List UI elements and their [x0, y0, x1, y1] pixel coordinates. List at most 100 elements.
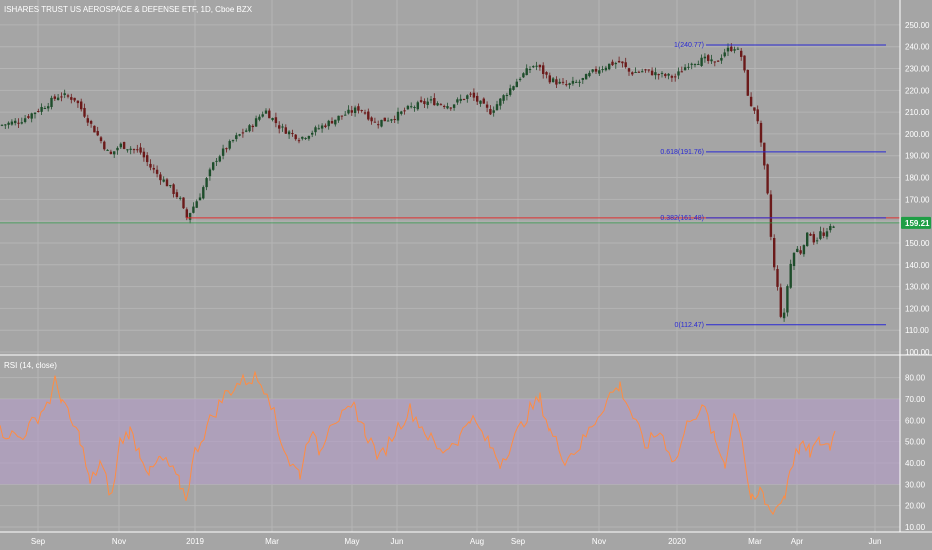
candle-body — [568, 83, 571, 85]
candle-body — [472, 92, 476, 98]
candle-body — [304, 137, 307, 139]
candle-body — [142, 151, 146, 158]
candle-body — [674, 76, 677, 78]
candle-body — [654, 72, 657, 76]
candle-body — [423, 101, 426, 105]
price-tick: 240.00 — [905, 43, 930, 52]
candle-body — [730, 46, 733, 51]
candle-body — [601, 69, 604, 71]
candle-body — [545, 72, 548, 75]
candle-body — [33, 112, 37, 115]
candle-body — [367, 111, 370, 120]
candle-body — [347, 109, 350, 114]
candle-body — [736, 48, 740, 50]
price-tick: 200.00 — [905, 130, 930, 139]
candle-body — [581, 78, 584, 80]
candle-body — [109, 151, 113, 154]
candle-body — [162, 179, 165, 182]
candle-body — [641, 71, 644, 73]
candle-body — [832, 226, 835, 228]
candle-body — [716, 60, 720, 62]
candle-body — [644, 69, 647, 71]
candle-body — [63, 93, 66, 96]
candle-body — [756, 109, 759, 122]
candle-body — [23, 118, 27, 123]
rsi-tick: 30.00 — [905, 480, 926, 489]
candle-body — [185, 209, 188, 218]
candle-body — [274, 117, 278, 124]
candle-body — [165, 179, 169, 187]
time-axis[interactable]: Sep Nov 2019 Mar May Jun Aug Sep Nov 2020 Mar Apr Ju… — [31, 537, 882, 546]
candle-body — [413, 107, 416, 109]
candle-body — [565, 84, 568, 86]
candle-body — [106, 149, 109, 151]
candle-body — [650, 70, 654, 76]
candle-body — [245, 130, 248, 132]
candle-body — [647, 69, 650, 71]
candle-body — [538, 64, 542, 68]
candle-body — [505, 94, 509, 97]
rsi-axis[interactable]: 80.00 70.00 60.00 50.00 40.00 30.00 20.00 10.00 — [905, 374, 926, 532]
candle-body — [126, 149, 129, 151]
candle-body — [172, 184, 175, 194]
candle-body — [228, 141, 231, 149]
candle-body — [812, 234, 815, 243]
candle-body — [235, 135, 238, 140]
candle-body — [261, 114, 264, 117]
candle-body — [608, 63, 611, 70]
candle-body — [495, 104, 499, 111]
candle-body — [357, 106, 360, 111]
time-tick: Sep — [511, 537, 526, 546]
candle-body — [169, 185, 172, 187]
candle-body — [789, 263, 792, 288]
candle-body — [535, 65, 538, 67]
candle-body — [786, 286, 789, 313]
candle-body — [532, 66, 535, 68]
rsi-title: RSI (14, close) — [4, 361, 57, 370]
candle-body — [334, 119, 337, 125]
candle-body — [40, 106, 43, 112]
candle-body — [47, 106, 50, 109]
candle-body — [466, 95, 469, 99]
candle-body — [683, 67, 687, 71]
candle-body — [796, 248, 799, 252]
candle-body — [86, 118, 89, 123]
candle-body — [4, 124, 7, 126]
time-tick: May — [344, 537, 359, 546]
rsi-tick: 10.00 — [905, 523, 926, 532]
candle-body — [446, 106, 449, 109]
candle-body — [20, 122, 23, 124]
candle-body — [37, 110, 40, 112]
candle-body — [693, 64, 697, 66]
candle-body — [779, 287, 782, 317]
candle-body — [278, 125, 281, 129]
candle-body — [212, 162, 215, 170]
time-tick: 2019 — [186, 537, 204, 546]
candle-body — [627, 68, 631, 72]
price-tick: 190.00 — [905, 152, 930, 161]
candle-body — [687, 66, 690, 68]
candle-body — [621, 61, 624, 64]
candle-body — [476, 95, 479, 102]
time-tick: Mar — [265, 537, 279, 546]
candle-body — [129, 148, 132, 150]
rsi-tick: 50.00 — [905, 438, 926, 447]
candle-body — [782, 312, 786, 319]
candle-body — [512, 86, 515, 90]
candle-body — [482, 98, 485, 104]
candle-body — [291, 133, 294, 135]
candle-body — [284, 127, 287, 134]
candle-body — [215, 160, 218, 162]
candle-body — [499, 98, 502, 106]
price-tick: 180.00 — [905, 174, 930, 183]
candle-body — [241, 132, 245, 134]
fib-label: 1(240.77) — [674, 42, 704, 49]
candle-body — [452, 104, 456, 108]
candle-body — [182, 197, 185, 209]
candle-body — [43, 108, 47, 110]
time-tick: Apr — [791, 537, 804, 546]
time-tick: 2020 — [668, 537, 686, 546]
candle-body — [591, 69, 594, 72]
candle-body — [690, 63, 693, 65]
candle-body — [403, 110, 406, 112]
